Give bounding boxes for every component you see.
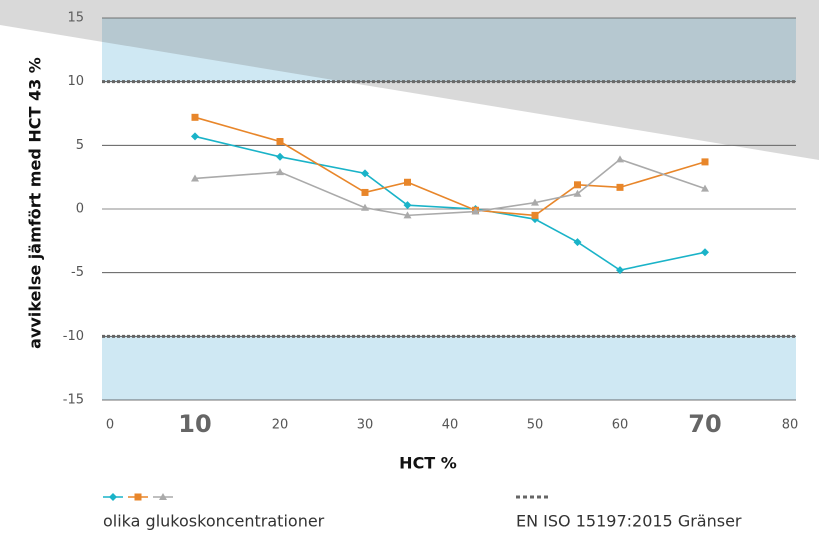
series-line	[194, 116, 706, 217]
point	[403, 201, 412, 210]
point	[701, 248, 709, 257]
point	[276, 152, 284, 161]
x-tick-label: 60	[612, 418, 629, 433]
legend-label: EN ISO 15197:2015 Gränser	[516, 512, 742, 531]
limit-band	[102, 18, 796, 82]
series-line	[194, 135, 706, 271]
point	[616, 183, 624, 191]
y-tick-label: 15	[67, 11, 84, 26]
point	[471, 207, 480, 215]
limit-band	[102, 336, 796, 400]
x-tick-label: 20	[272, 418, 289, 433]
point	[403, 211, 412, 219]
y-tick-label: -5	[71, 265, 84, 280]
point	[616, 155, 624, 163]
point	[191, 174, 199, 182]
x-tick-label: 10	[178, 410, 211, 438]
point	[616, 266, 624, 275]
point	[276, 168, 284, 176]
point	[361, 169, 369, 178]
point	[531, 211, 539, 219]
y-tick-label: 0	[76, 202, 84, 217]
point	[361, 203, 369, 211]
y-tick-label: -15	[63, 393, 84, 408]
x-tick-label: 80	[782, 418, 799, 433]
point	[701, 158, 709, 166]
point	[574, 181, 581, 189]
point	[531, 198, 539, 206]
point	[361, 188, 369, 196]
point	[573, 238, 582, 247]
legend-marker	[109, 493, 117, 501]
legend-marker	[159, 493, 167, 500]
y-tick-label: 10	[67, 74, 84, 89]
overlay	[0, 0, 819, 160]
x-tick-label: 40	[442, 418, 459, 433]
point	[573, 189, 582, 197]
point	[701, 184, 709, 192]
y-tick-label: -10	[63, 329, 84, 344]
legend-label: olika glukoskoncentrationer	[103, 512, 325, 531]
x-tick-label: 0	[106, 418, 114, 433]
legend-marker	[134, 493, 142, 501]
point	[404, 178, 411, 186]
x-tick-label: 30	[357, 418, 374, 433]
point	[276, 138, 284, 146]
x-tick-label: 70	[688, 410, 721, 438]
y-tick-label: 5	[76, 138, 84, 153]
point	[191, 132, 199, 141]
y-axis-label: avvikelse jämfört med HCT 43 %	[26, 57, 45, 349]
point	[191, 113, 199, 121]
x-tick-label: 50	[527, 418, 544, 433]
x-axis-label: HCT %	[399, 454, 457, 473]
